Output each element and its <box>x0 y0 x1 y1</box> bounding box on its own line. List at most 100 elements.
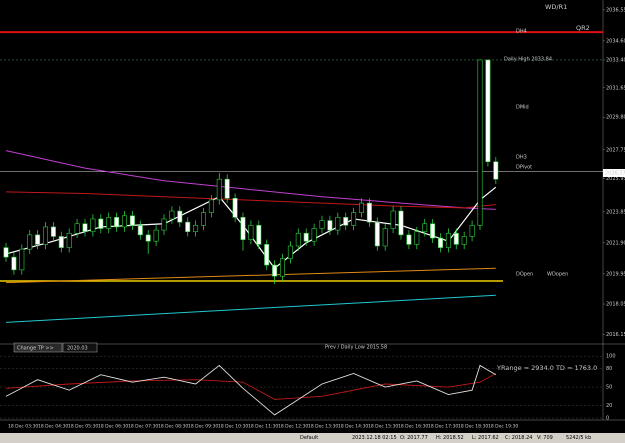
time-label: 18 Dec 06:30 <box>98 424 128 430</box>
candle-body <box>90 218 96 232</box>
time-label: 18 Dec 16:30 <box>398 424 428 430</box>
osc-tick-label: 0 <box>606 416 609 422</box>
osc-tick-label: 20 <box>606 403 612 409</box>
y-tick-label: 2031.65 <box>606 85 625 91</box>
level-label: DH3 <box>516 155 527 161</box>
time-label: 18 Dec 09:30 <box>188 424 218 430</box>
candle-body <box>469 225 475 237</box>
indicator-line <box>5 294 496 323</box>
level-label: DOpen <box>516 272 533 278</box>
level-label: DPivot <box>516 165 532 171</box>
status-field: V: 709 <box>537 435 553 441</box>
candle-body <box>374 221 380 247</box>
time-label: 18 Dec 04:30 <box>38 424 68 430</box>
candle-body <box>185 221 191 232</box>
candle-body <box>414 231 420 245</box>
candle-body <box>201 212 207 226</box>
candle-body <box>122 215 128 228</box>
candle-body <box>279 258 285 277</box>
candle-body <box>177 210 183 223</box>
osc-main <box>5 364 497 416</box>
candle-body <box>358 202 364 213</box>
y-tick-label: 2019.95 <box>606 271 625 277</box>
osc-tick-label: 80 <box>606 366 612 372</box>
y-tick-label: 2027.75 <box>606 147 625 153</box>
candle-body <box>169 210 175 220</box>
candle-body <box>430 223 436 239</box>
y-tick-label: 2018.05 <box>606 302 625 308</box>
time-label: 18 Dec 18:30 <box>458 424 488 430</box>
candle-body <box>366 202 372 223</box>
level-label: QR2 <box>576 24 590 32</box>
candle-body <box>272 264 278 277</box>
candle-body <box>42 226 48 245</box>
candle-body <box>114 217 120 228</box>
candle-body <box>422 223 428 232</box>
time-label: 18 Dec 08:30 <box>158 424 188 430</box>
time-label: 18 Dec 11:30 <box>248 424 278 430</box>
time-label: 18 Dec 03:30 <box>8 424 38 430</box>
status-field: 5242/5 kb <box>566 435 592 441</box>
indicator-line <box>5 150 496 210</box>
status-field: H: 2018.52 <box>436 435 464 441</box>
candle-body <box>287 245 293 260</box>
candle-body <box>161 218 167 231</box>
candle-body <box>390 210 396 229</box>
candle-body <box>145 234 151 242</box>
candle-body <box>66 232 72 248</box>
chart: YRange = 2934.0 TD = 1763.0 2036.55 2034.… <box>0 0 625 430</box>
candle-body <box>382 228 388 247</box>
candle-body <box>264 244 270 266</box>
level-label: Daily High 2033.84 <box>504 57 552 63</box>
candle-body <box>129 215 135 226</box>
candle-body <box>19 248 25 271</box>
candle-body <box>224 178 230 199</box>
candle-body <box>406 234 412 245</box>
time-label: 18 Dec 10:30 <box>218 424 248 430</box>
candle-body <box>216 178 222 201</box>
time-label: 18 Dec 19:30 <box>488 424 518 430</box>
candle-body <box>74 223 80 234</box>
tp-value-box <box>62 342 98 353</box>
tp-button[interactable] <box>13 342 63 353</box>
tp-value: 2020.03 <box>67 346 88 352</box>
level-label: DH4 <box>516 29 527 35</box>
candle-body <box>445 232 451 248</box>
osc-tick-label: 100 <box>606 354 616 360</box>
y-tick-label: 2036.55 <box>606 7 625 13</box>
candle-body <box>98 218 104 229</box>
time-label: 18 Dec 15:30 <box>368 424 398 430</box>
time-label: 18 Dec 07:30 <box>128 424 158 430</box>
candle-body <box>343 217 349 226</box>
level-label: Prev / Daily Low 2015.58 <box>325 345 387 351</box>
candle-body <box>137 225 143 236</box>
y-tick-label: 2025.95 <box>606 176 625 182</box>
candle-body <box>398 210 404 236</box>
osc-tick-label: 50 <box>606 385 612 391</box>
candle-body <box>303 232 309 242</box>
candle-body <box>58 236 64 248</box>
time-label: 18 Dec 17:30 <box>428 424 458 430</box>
status-field: Default <box>300 435 319 441</box>
candle-body <box>50 226 56 237</box>
candle-body <box>3 247 9 258</box>
y-tick-label: 2033.40 <box>606 57 625 63</box>
candle-body <box>493 161 499 180</box>
time-label: 18 Dec 05:30 <box>68 424 98 430</box>
candle-body <box>461 236 467 245</box>
candle-body <box>477 59 483 226</box>
candle-body <box>295 232 301 247</box>
candle-body <box>11 256 17 271</box>
candle-body <box>232 197 238 218</box>
candle-body <box>208 199 214 213</box>
status-field: 2023.12.18 02:15 <box>352 435 397 441</box>
price-tag <box>603 169 625 177</box>
candle-body <box>453 232 459 245</box>
y-tick-label: 2023.85 <box>606 209 625 215</box>
candle-body <box>351 212 357 226</box>
candle-body <box>106 217 112 229</box>
level-label: WDopen <box>547 272 568 278</box>
status-bar: Default 2023.12.18 02:15 O: 2017.77 H: 2018… <box>0 433 625 443</box>
osc-info: YRange = 2934.0 TD = 1763.0 <box>496 364 597 372</box>
